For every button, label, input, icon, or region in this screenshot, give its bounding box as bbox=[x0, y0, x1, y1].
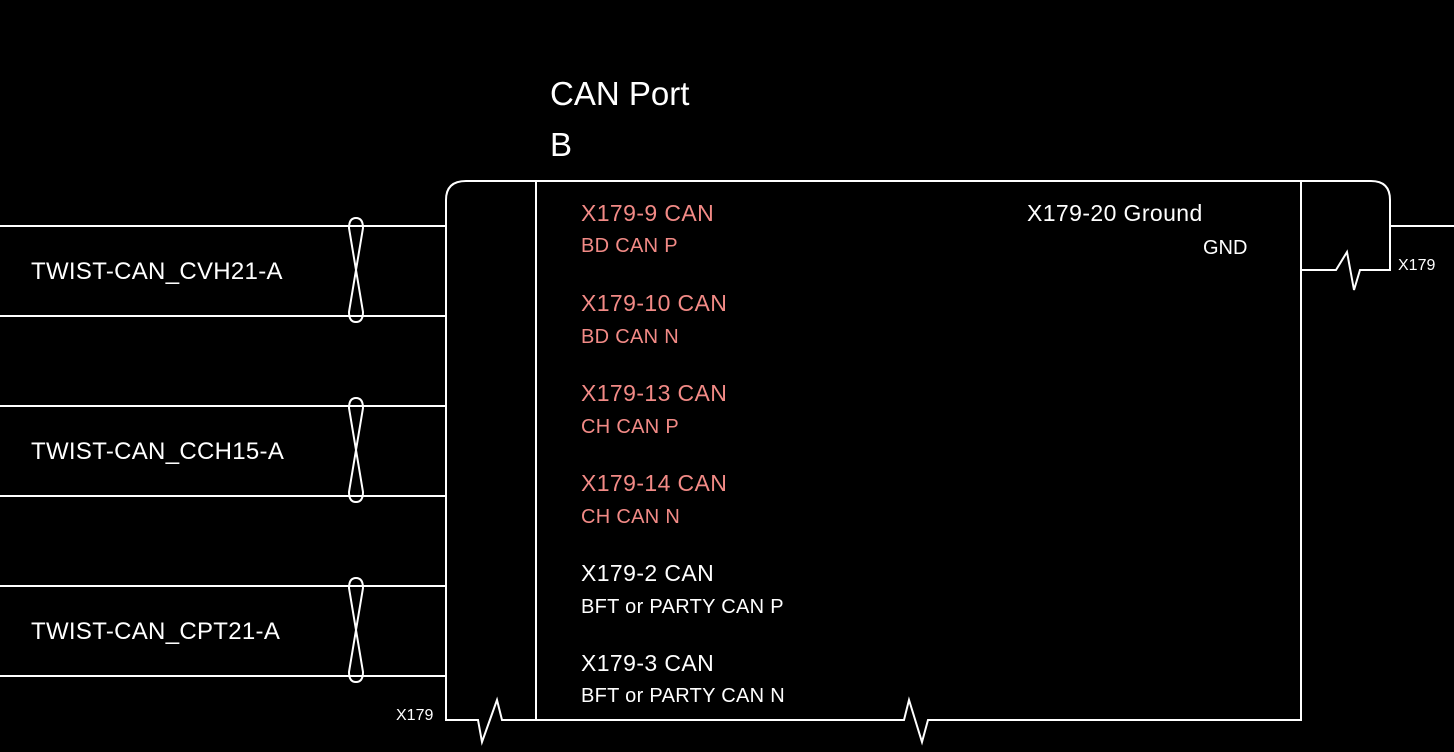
component-title: CAN Port bbox=[550, 75, 690, 112]
ground-pin-name: X179-20 Ground bbox=[1027, 200, 1203, 226]
twist-symbol bbox=[347, 396, 365, 504]
pin-signal: BD CAN P bbox=[581, 235, 678, 257]
component-title-suffix: B bbox=[550, 126, 573, 163]
connector-label-left: X179 bbox=[396, 707, 434, 724]
ground-pin-signal: GND bbox=[1203, 237, 1248, 259]
pin-name: X179-10 CAN bbox=[581, 290, 728, 316]
pin-signal: CH CAN P bbox=[581, 416, 679, 438]
pin-name: X179-2 CAN bbox=[581, 560, 715, 586]
twisted-pair-label: TWIST-CAN_CCH15-A bbox=[31, 438, 285, 465]
pin-signal: BD CAN N bbox=[581, 326, 679, 348]
twist-symbol bbox=[347, 576, 365, 684]
component-outline bbox=[445, 180, 1391, 746]
pin-name: X179-13 CAN bbox=[581, 380, 728, 406]
pin-name: X179-3 CAN bbox=[581, 650, 715, 676]
pin-name: X179-14 CAN bbox=[581, 470, 728, 496]
pin-signal: BFT or PARTY CAN N bbox=[581, 685, 785, 707]
pin-signal: CH CAN N bbox=[581, 506, 681, 528]
connector-label-right: X179 bbox=[1398, 257, 1436, 274]
pin-name: X179-9 CAN bbox=[581, 200, 715, 226]
pin-signal: BFT or PARTY CAN P bbox=[581, 596, 784, 618]
twisted-pair-label: TWIST-CAN_CVH21-A bbox=[31, 258, 283, 285]
twisted-pair-label: TWIST-CAN_CPT21-A bbox=[31, 618, 281, 645]
twist-symbol bbox=[347, 216, 365, 324]
